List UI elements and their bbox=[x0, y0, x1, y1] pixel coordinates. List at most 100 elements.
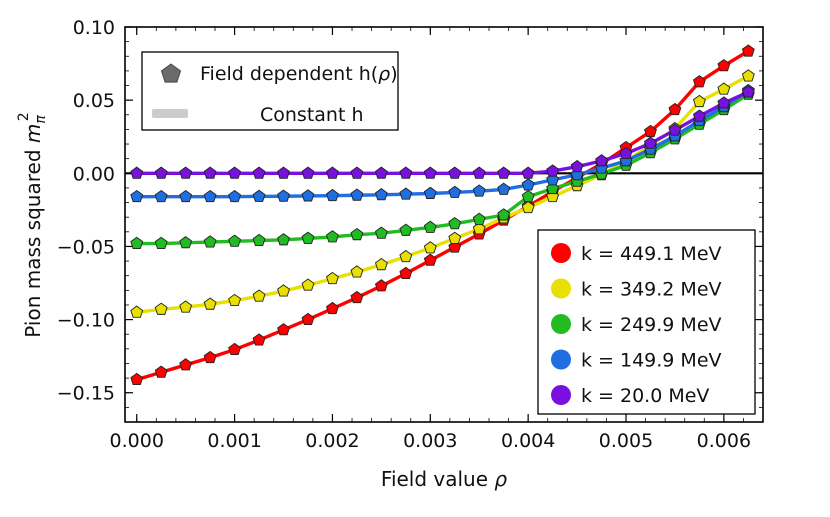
style-legend-line-label: Constant h bbox=[260, 104, 364, 126]
data-point bbox=[277, 189, 290, 202]
x-tick-label: 0.002 bbox=[305, 430, 359, 452]
x-tick-label: 0.001 bbox=[207, 430, 261, 452]
y-axis-label-symbol: m bbox=[21, 124, 45, 143]
data-point bbox=[399, 166, 413, 179]
pentagon-marker-icon bbox=[160, 63, 182, 83]
data-point bbox=[301, 189, 315, 202]
data-point bbox=[301, 278, 315, 291]
data-point bbox=[252, 166, 266, 179]
data-point bbox=[423, 220, 437, 233]
data-point bbox=[179, 358, 193, 371]
data-point bbox=[203, 297, 217, 310]
style-legend-marker-symbol: ρ bbox=[378, 63, 390, 85]
data-point bbox=[252, 233, 266, 247]
legend-swatch-icon bbox=[551, 385, 571, 405]
data-point bbox=[448, 217, 462, 230]
legend-label: k = 149.9 MeV bbox=[581, 350, 722, 372]
data-point bbox=[301, 231, 315, 244]
style-legend: Field dependent h(ρ) Constant h bbox=[141, 51, 399, 131]
data-point bbox=[423, 253, 437, 266]
data-point bbox=[619, 146, 633, 160]
data-point bbox=[570, 159, 584, 173]
x-tick-label: 0.004 bbox=[501, 430, 555, 452]
data-point bbox=[228, 234, 242, 247]
plot-frame bbox=[124, 26, 764, 423]
data-point bbox=[277, 166, 290, 179]
data-point bbox=[521, 189, 535, 203]
data-point bbox=[741, 69, 755, 82]
y-tick-label: 0.05 bbox=[73, 90, 115, 112]
data-point bbox=[448, 185, 462, 198]
data-point bbox=[179, 189, 193, 203]
x-axis-label-symbol: ρ bbox=[494, 467, 507, 491]
data-point bbox=[448, 231, 462, 244]
data-point bbox=[154, 166, 168, 179]
series-layer bbox=[130, 44, 755, 386]
data-point bbox=[154, 302, 168, 315]
data-point bbox=[350, 265, 364, 278]
legend-swatch-icon bbox=[551, 349, 571, 370]
data-point bbox=[326, 230, 339, 243]
data-point bbox=[521, 178, 535, 191]
y-tick-label: 0.00 bbox=[73, 163, 115, 185]
data-point bbox=[130, 236, 144, 249]
data-point bbox=[228, 293, 242, 307]
data-point bbox=[203, 235, 217, 248]
data-point bbox=[423, 241, 437, 254]
data-point bbox=[692, 94, 706, 108]
data-point bbox=[326, 166, 339, 179]
data-point bbox=[521, 200, 535, 214]
legend-label: k = 20.0 MeV bbox=[581, 385, 709, 407]
data-point bbox=[203, 166, 217, 179]
data-point bbox=[595, 154, 608, 167]
data-point bbox=[741, 85, 755, 98]
data-point bbox=[374, 188, 388, 201]
y-axis-label-main: Pion mass squared bbox=[21, 143, 45, 338]
style-legend-marker-end: ) bbox=[390, 63, 397, 85]
series-legend-box bbox=[537, 229, 756, 415]
data-point bbox=[374, 166, 388, 179]
data-point bbox=[448, 166, 462, 179]
data-point bbox=[399, 266, 413, 279]
x-tick-label: 0.003 bbox=[403, 430, 457, 452]
data-point bbox=[228, 166, 242, 179]
data-point bbox=[717, 59, 731, 72]
y-tick-label: −0.15 bbox=[57, 383, 115, 405]
data-point bbox=[472, 166, 486, 179]
data-point bbox=[277, 284, 290, 297]
data-point bbox=[692, 109, 706, 122]
legend-swatch-icon bbox=[551, 314, 571, 334]
data-point bbox=[203, 350, 217, 364]
data-point bbox=[644, 136, 657, 149]
data-point bbox=[399, 249, 413, 263]
data-point bbox=[374, 226, 388, 239]
legend-swatch-icon bbox=[551, 243, 571, 263]
data-point bbox=[252, 289, 266, 302]
data-point bbox=[179, 166, 193, 179]
x-tick-label: 0.006 bbox=[697, 430, 751, 452]
data-point bbox=[203, 189, 217, 203]
data-point bbox=[179, 300, 193, 313]
data-point bbox=[277, 323, 290, 336]
x-tick-label: 0.005 bbox=[599, 430, 653, 452]
data-point bbox=[497, 208, 511, 221]
data-point bbox=[228, 189, 242, 203]
data-point bbox=[692, 75, 706, 88]
data-point bbox=[741, 44, 755, 57]
data-point bbox=[497, 182, 511, 195]
x-axis-label: Field value ρ bbox=[381, 467, 508, 491]
data-point bbox=[154, 189, 168, 203]
data-point bbox=[399, 187, 413, 200]
y-axis-label-sup: 2 bbox=[16, 112, 32, 121]
legend-swatch-icon bbox=[551, 278, 571, 299]
data-point bbox=[326, 188, 339, 202]
data-point bbox=[374, 257, 388, 271]
data-point bbox=[326, 301, 339, 315]
y-axis-label: Pion mass squared mπ2 bbox=[16, 112, 49, 337]
data-point bbox=[350, 188, 364, 201]
y-tick-label: −0.10 bbox=[57, 310, 115, 332]
data-point bbox=[326, 271, 339, 285]
data-point bbox=[154, 236, 168, 249]
style-legend-marker-label: Field dependent h(ρ) bbox=[200, 63, 398, 85]
series-legend-items: k = 449.1 MeV k = 349.2 MeV k = 249.9 MeV k… bbox=[551, 243, 722, 407]
